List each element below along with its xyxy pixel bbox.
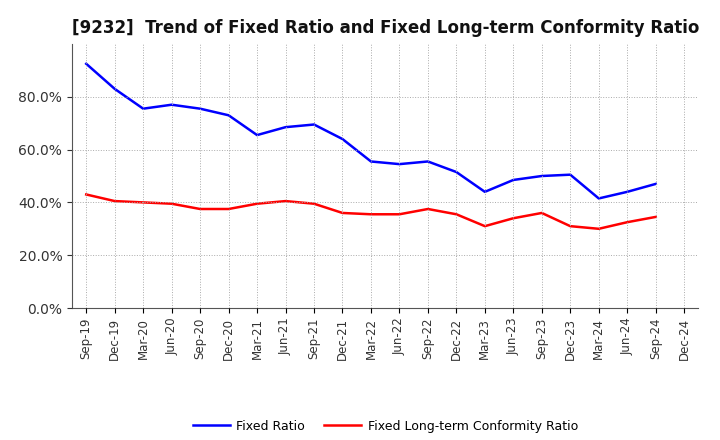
Fixed Long-term Conformity Ratio — [423, 206, 432, 212]
Fixed Long-term Conformity Ratio — [139, 200, 148, 205]
Fixed Ratio — [167, 102, 176, 107]
Fixed Ratio — [139, 106, 148, 111]
Title: [9232]  Trend of Fixed Ratio and Fixed Long-term Conformity Ratio: [9232] Trend of Fixed Ratio and Fixed Lo… — [71, 19, 699, 37]
Fixed Ratio — [110, 86, 119, 92]
Fixed Long-term Conformity Ratio — [253, 201, 261, 206]
Fixed Long-term Conformity Ratio — [395, 212, 404, 217]
Fixed Long-term Conformity Ratio — [167, 201, 176, 206]
Fixed Ratio — [423, 159, 432, 164]
Fixed Ratio — [338, 136, 347, 142]
Fixed Long-term Conformity Ratio — [282, 198, 290, 204]
Fixed Ratio — [652, 181, 660, 187]
Fixed Ratio — [310, 122, 318, 127]
Fixed Long-term Conformity Ratio — [595, 226, 603, 231]
Fixed Ratio — [282, 125, 290, 130]
Fixed Ratio — [253, 132, 261, 138]
Line: Fixed Long-term Conformity Ratio: Fixed Long-term Conformity Ratio — [86, 194, 656, 229]
Fixed Ratio — [595, 196, 603, 201]
Fixed Long-term Conformity Ratio — [509, 216, 518, 221]
Fixed Ratio — [480, 189, 489, 194]
Fixed Long-term Conformity Ratio — [82, 192, 91, 197]
Line: Fixed Ratio: Fixed Ratio — [86, 64, 656, 198]
Fixed Long-term Conformity Ratio — [338, 210, 347, 216]
Fixed Long-term Conformity Ratio — [366, 212, 375, 217]
Fixed Ratio — [566, 172, 575, 177]
Fixed Long-term Conformity Ratio — [566, 224, 575, 229]
Fixed Ratio — [509, 177, 518, 183]
Fixed Long-term Conformity Ratio — [110, 198, 119, 204]
Fixed Long-term Conformity Ratio — [310, 201, 318, 206]
Fixed Long-term Conformity Ratio — [452, 212, 461, 217]
Fixed Ratio — [225, 113, 233, 118]
Fixed Ratio — [623, 189, 631, 194]
Fixed Ratio — [82, 61, 91, 66]
Legend: Fixed Ratio, Fixed Long-term Conformity Ratio: Fixed Ratio, Fixed Long-term Conformity … — [188, 414, 582, 437]
Fixed Ratio — [537, 173, 546, 179]
Fixed Ratio — [452, 169, 461, 175]
Fixed Long-term Conformity Ratio — [225, 206, 233, 212]
Fixed Ratio — [366, 159, 375, 164]
Fixed Long-term Conformity Ratio — [196, 206, 204, 212]
Fixed Long-term Conformity Ratio — [537, 210, 546, 216]
Fixed Long-term Conformity Ratio — [480, 224, 489, 229]
Fixed Long-term Conformity Ratio — [623, 220, 631, 225]
Fixed Ratio — [196, 106, 204, 111]
Fixed Long-term Conformity Ratio — [652, 214, 660, 220]
Fixed Ratio — [395, 161, 404, 167]
